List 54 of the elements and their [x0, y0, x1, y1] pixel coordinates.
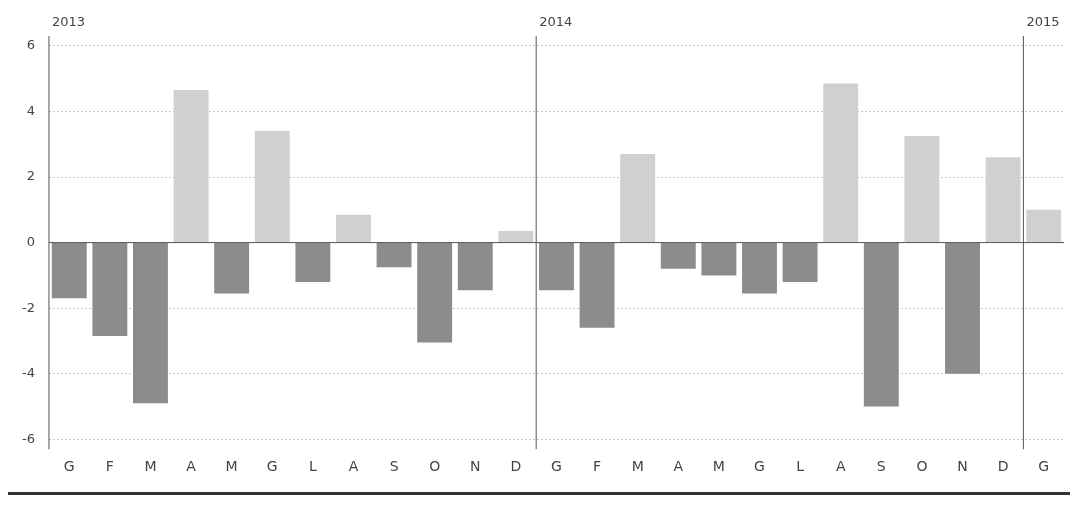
x-tick-label: A	[186, 458, 197, 475]
bar	[539, 243, 574, 291]
x-tick-label: M	[631, 458, 644, 475]
bar	[133, 243, 168, 404]
bar	[51, 243, 87, 299]
y-tick-label: -4	[21, 365, 35, 381]
x-tick-label: M	[712, 458, 725, 475]
y-tick-label: -2	[21, 299, 35, 315]
bar	[214, 243, 250, 294]
bar	[579, 243, 615, 328]
text: 2013	[51, 13, 86, 29]
x-tick-label: D	[997, 458, 1009, 475]
y-tick-label: 6	[26, 37, 35, 53]
bar	[863, 243, 899, 407]
x-tick-label: G	[754, 458, 765, 475]
x-tick-label: G	[266, 458, 278, 475]
x-tick-label: S	[389, 458, 399, 475]
y-tick-label: 0	[26, 233, 35, 249]
bar	[945, 243, 980, 374]
text: 2014	[539, 13, 573, 29]
x-tick-label: N	[957, 458, 968, 475]
x-tick-label: L	[796, 458, 805, 475]
x-tick-label: G	[551, 458, 562, 475]
x-tick-label: S	[876, 458, 886, 475]
x-tick-label: G	[1038, 458, 1050, 475]
x-tick-label: F	[593, 458, 602, 475]
x-tick-label: N	[470, 458, 481, 475]
x-tick-label: O	[429, 458, 441, 475]
x-tick-label: M	[144, 458, 157, 475]
bar	[1026, 209, 1062, 243]
x-tick-label: O	[916, 458, 928, 475]
bar	[742, 243, 777, 294]
x-tick-label: M	[225, 458, 238, 475]
x-tick-label: L	[308, 458, 317, 475]
bar	[417, 243, 453, 343]
bar	[660, 243, 696, 269]
x-tick-label: G	[63, 458, 75, 475]
bar	[336, 214, 371, 243]
text: 2015	[1026, 13, 1060, 29]
y-tick-label: 4	[26, 102, 35, 118]
bar	[376, 243, 412, 268]
x-tick-label: A	[673, 458, 684, 475]
x-tick-label: D	[510, 458, 522, 475]
bar	[457, 243, 493, 291]
y-tick-label: -6	[21, 430, 35, 446]
bar	[701, 243, 737, 276]
y-tick-label: 2	[26, 168, 35, 184]
bar	[295, 243, 331, 282]
bar	[92, 243, 128, 337]
bar	[498, 231, 534, 243]
bar	[782, 243, 818, 282]
x-tick-label: A	[835, 458, 846, 475]
x-tick-label: F	[105, 458, 114, 475]
x-tick-label: A	[348, 458, 359, 475]
